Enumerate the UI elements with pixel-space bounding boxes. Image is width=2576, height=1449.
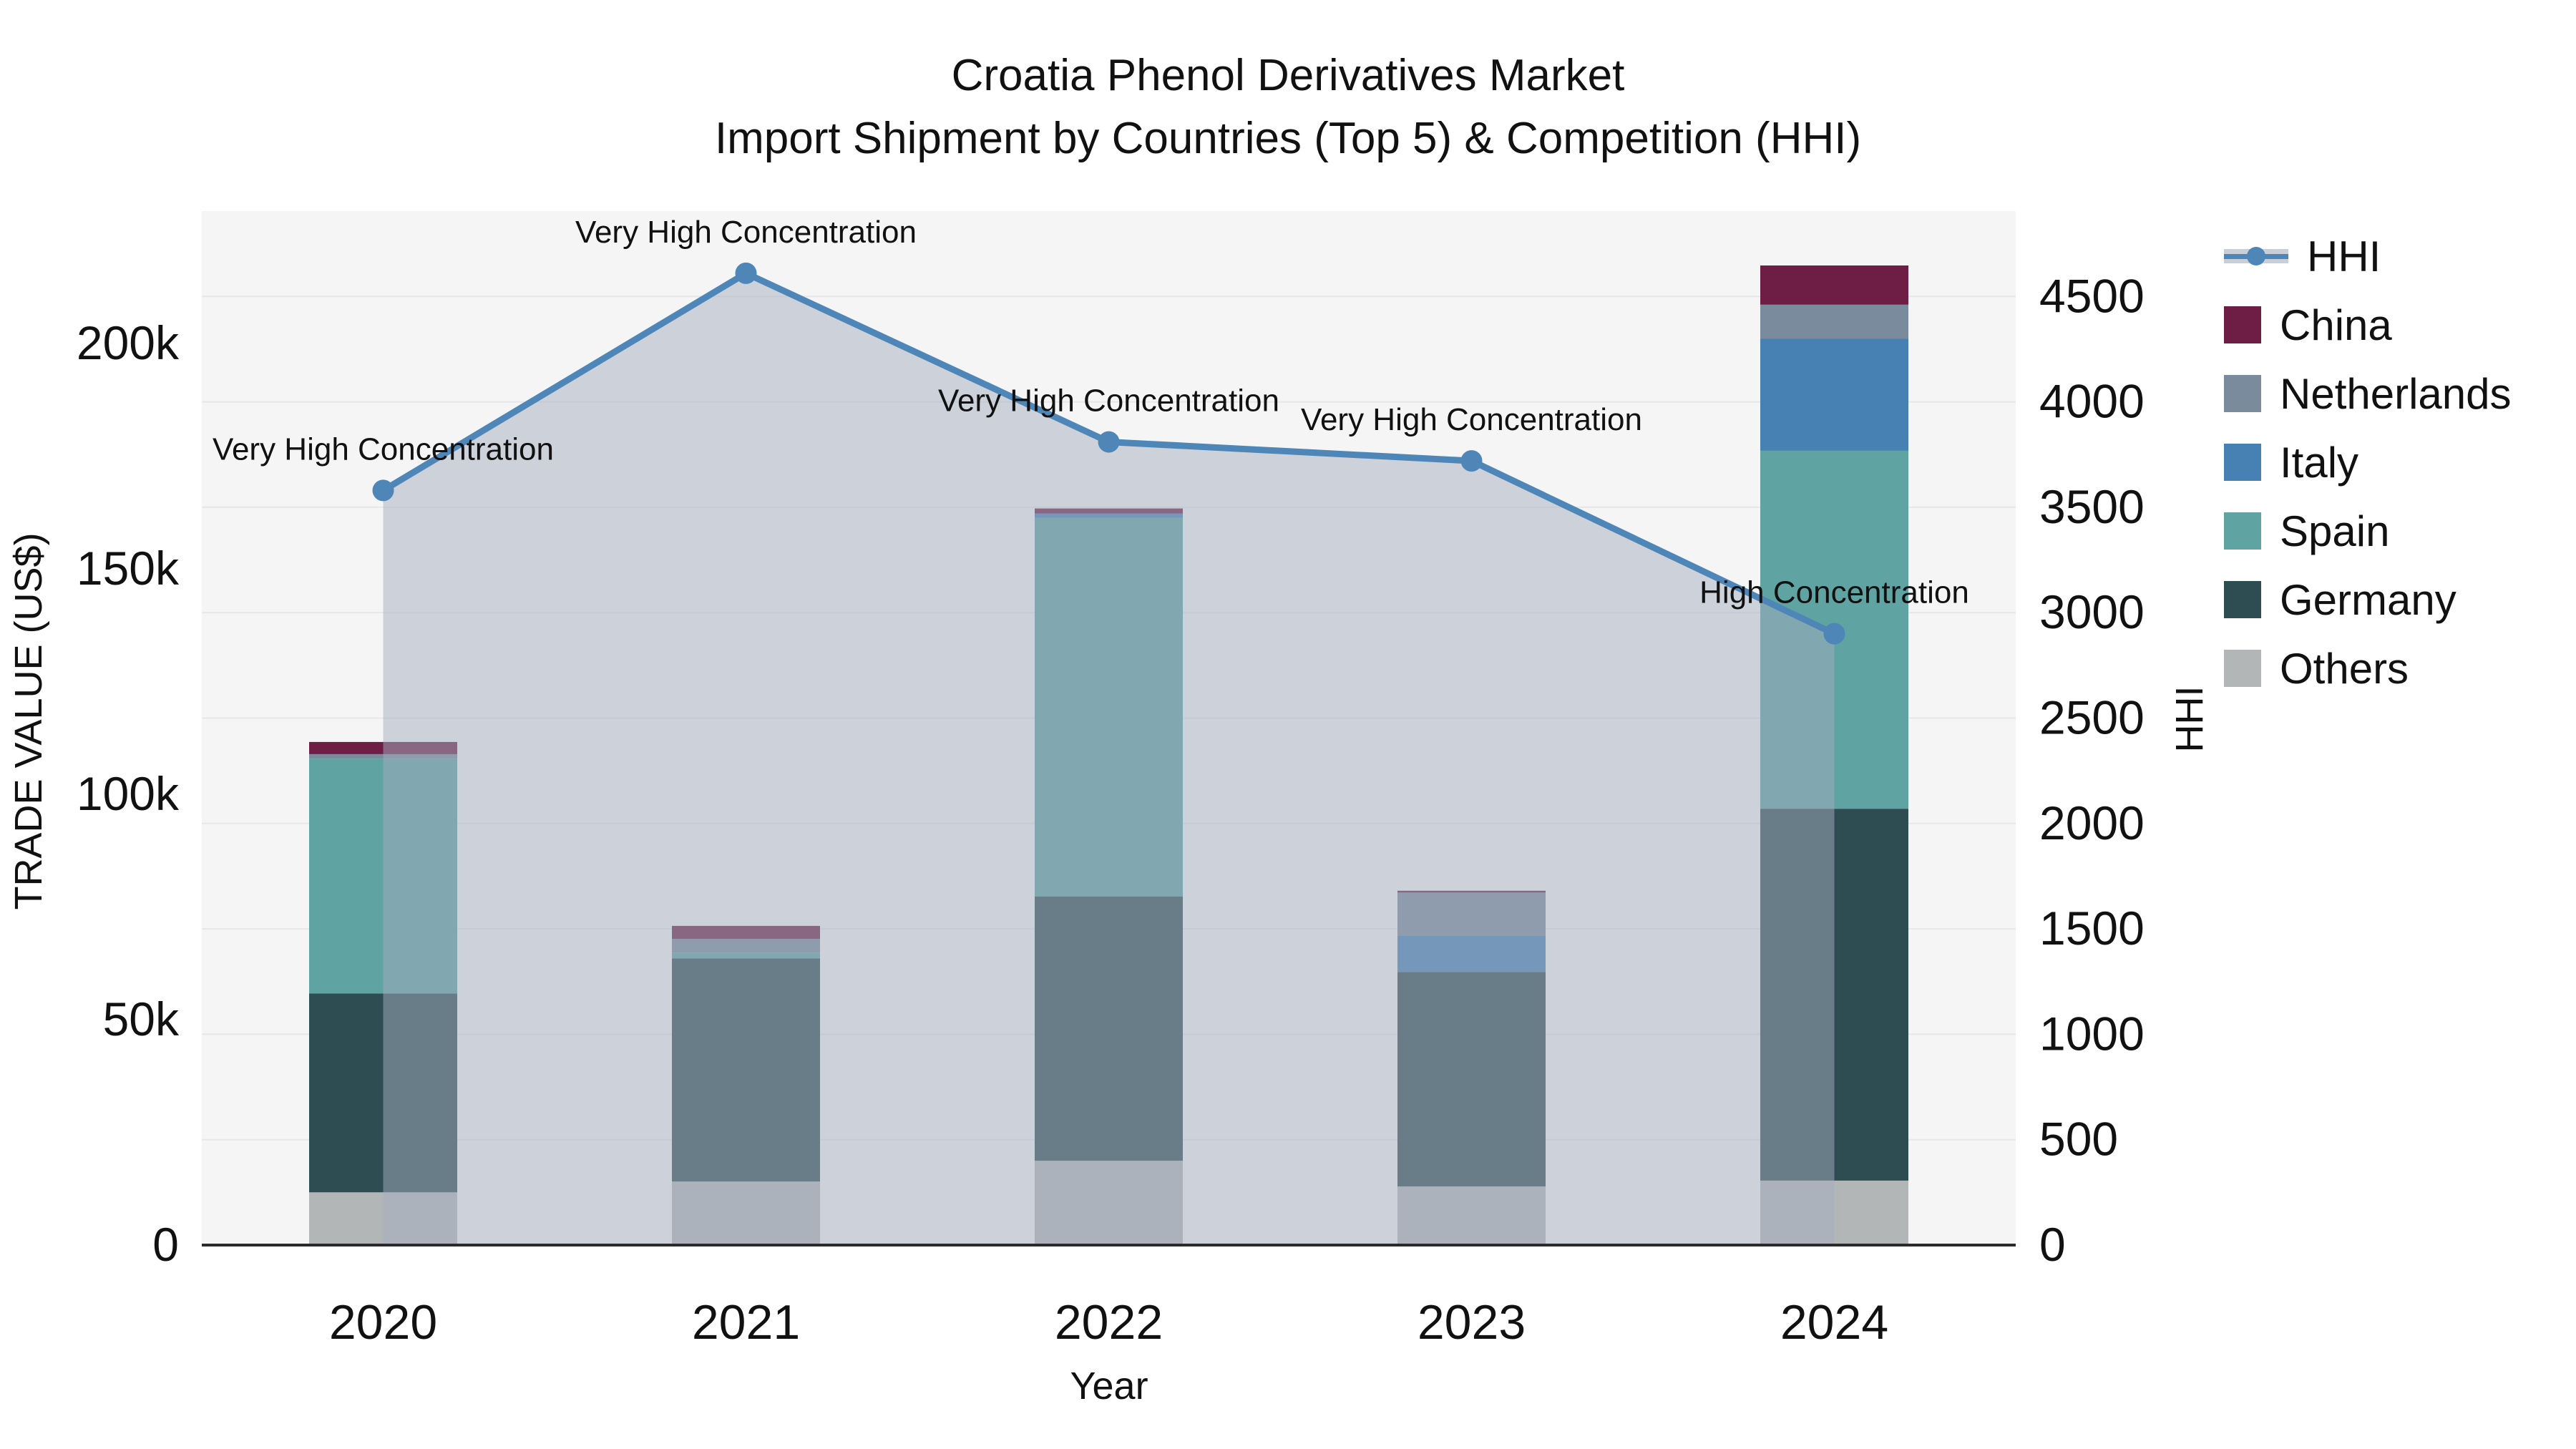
hhi-point-2021[interactable] xyxy=(735,262,757,284)
hhi-point-2024[interactable] xyxy=(1823,623,1845,645)
legend-item-china[interactable]: China xyxy=(2224,301,2512,349)
hhi-point-2023[interactable] xyxy=(1460,450,1483,472)
annotation-2021: Very High Concentration xyxy=(575,215,917,250)
legend-swatch-netherlands xyxy=(2224,375,2261,412)
legend-item-hhi[interactable]: HHI xyxy=(2224,233,2512,280)
left-tick-label: 200k xyxy=(77,316,180,369)
bar-segment-netherlands-2024[interactable] xyxy=(1760,304,1908,339)
left-tick-label: 50k xyxy=(103,992,180,1045)
hhi-area-fill xyxy=(383,273,1835,1245)
legend-item-netherlands[interactable]: Netherlands xyxy=(2224,370,2512,418)
annotation-2020: Very High Concentration xyxy=(213,431,554,467)
legend-item-spain[interactable]: Spain xyxy=(2224,507,2512,555)
legend-swatch-italy xyxy=(2224,444,2261,481)
legend: HHI China Netherlands Italy Spain Germany Othe… xyxy=(2224,233,2512,693)
right-tick-label: 0 xyxy=(2039,1218,2066,1271)
legend-swatch-germany xyxy=(2224,581,2261,618)
chart-title: Croatia Phenol Derivatives Market Import… xyxy=(0,44,2576,170)
legend-label-italy: Italy xyxy=(2280,438,2359,487)
legend-label-china: China xyxy=(2280,301,2392,349)
hhi-point-2022[interactable] xyxy=(1098,431,1120,453)
legend-item-germany[interactable]: Germany xyxy=(2224,576,2512,624)
x-tick-label-2024: 2024 xyxy=(1780,1295,1888,1350)
left-axis-title: TRADE VALUE (US$) xyxy=(7,532,50,909)
annotation-2023: Very High Concentration xyxy=(1301,402,1642,437)
legend-label-germany: Germany xyxy=(2280,575,2457,624)
right-tick-label: 4000 xyxy=(2039,375,2145,428)
bar-segment-china-2024[interactable] xyxy=(1760,265,1908,305)
right-axis-title: HHI xyxy=(2168,686,2211,753)
bar-segment-italy-2024[interactable] xyxy=(1760,338,1908,451)
annotation-2024: High Concentration xyxy=(1699,575,1969,610)
chart-title-line1: Croatia Phenol Derivatives Market xyxy=(951,51,1625,100)
legend-label-netherlands: Netherlands xyxy=(2280,369,2512,418)
x-tick-label-2022: 2022 xyxy=(1055,1295,1163,1350)
x-axis-title: Year xyxy=(1070,1365,1148,1407)
chart-title-line2: Import Shipment by Countries (Top 5) & C… xyxy=(714,114,1862,163)
right-tick-label: 2000 xyxy=(2039,796,2145,849)
left-tick-label: 0 xyxy=(152,1218,179,1271)
legend-label-spain: Spain xyxy=(2280,507,2390,555)
hhi-dot-swatch xyxy=(2247,247,2265,265)
hhi-line-sample-icon xyxy=(2224,238,2288,275)
right-tick-label: 1000 xyxy=(2039,1007,2145,1060)
right-tick-label: 3000 xyxy=(2039,585,2145,638)
x-tick-label-2021: 2021 xyxy=(692,1295,800,1350)
legend-label-hhi: HHI xyxy=(2307,232,2381,280)
right-tick-label: 2500 xyxy=(2039,691,2145,744)
right-tick-label: 3500 xyxy=(2039,480,2145,533)
left-tick-label: 150k xyxy=(77,542,180,595)
x-tick-label-2020: 2020 xyxy=(329,1295,437,1350)
legend-swatch-spain xyxy=(2224,512,2261,550)
x-tick-label-2023: 2023 xyxy=(1418,1295,1526,1350)
legend-swatch-others xyxy=(2224,650,2261,687)
legend-label-others: Others xyxy=(2280,644,2409,693)
annotation-2022: Very High Concentration xyxy=(938,384,1279,419)
right-tick-label: 4500 xyxy=(2039,269,2145,322)
right-tick-label: 500 xyxy=(2039,1113,2118,1166)
legend-item-italy[interactable]: Italy xyxy=(2224,439,2512,487)
left-tick-label: 100k xyxy=(77,767,180,820)
legend-item-others[interactable]: Others xyxy=(2224,645,2512,693)
right-tick-label: 1500 xyxy=(2039,902,2145,955)
legend-swatch-china xyxy=(2224,306,2261,343)
hhi-point-2020[interactable] xyxy=(372,479,394,502)
